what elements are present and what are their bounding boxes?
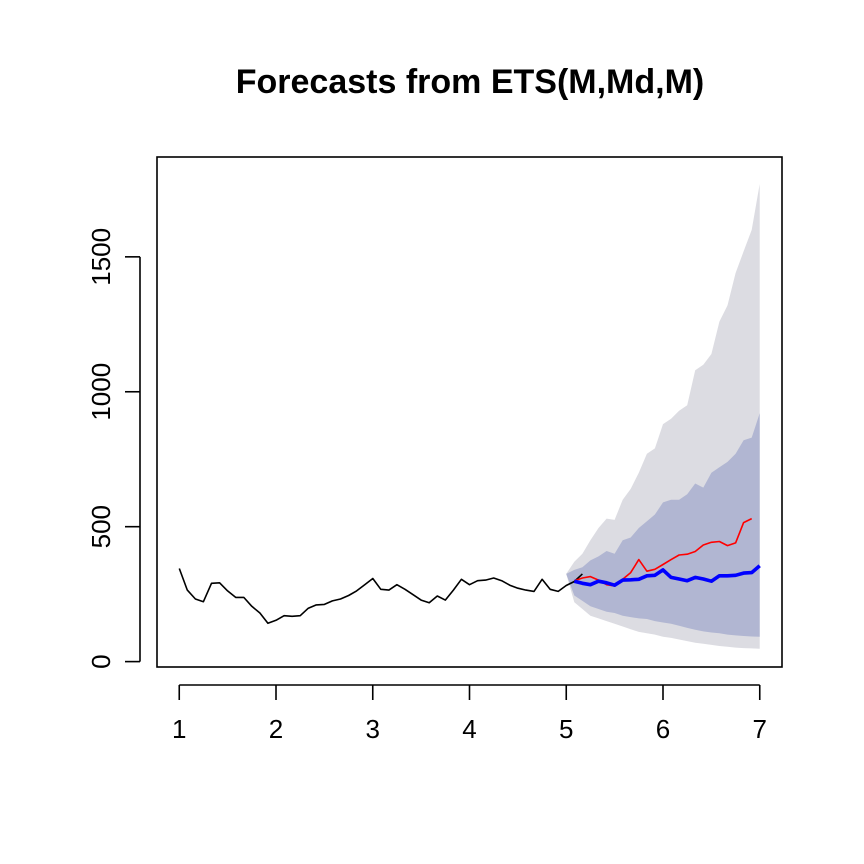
chart-title: Forecasts from ETS(M,Md,M) bbox=[236, 63, 704, 101]
observed-line bbox=[178, 568, 583, 625]
y-tick-label: 0 bbox=[86, 654, 116, 668]
x-tick-label: 1 bbox=[172, 714, 186, 744]
x-tick-label: 2 bbox=[269, 714, 283, 744]
y-tick-label: 1500 bbox=[86, 228, 116, 286]
x-tick-label: 5 bbox=[559, 714, 573, 744]
series-lines bbox=[178, 517, 761, 625]
y-tick-label: 500 bbox=[86, 505, 116, 548]
y-axis: 0 500 1000 1500 bbox=[86, 228, 141, 669]
x-tick-label: 6 bbox=[656, 714, 670, 744]
x-axis: 1 2 3 4 5 6 7 bbox=[172, 684, 767, 744]
x-tick-label: 4 bbox=[462, 714, 476, 744]
y-tick-label: 1000 bbox=[86, 363, 116, 421]
plot-frame bbox=[156, 156, 783, 668]
x-tick-label: 7 bbox=[753, 714, 767, 744]
forecast-line bbox=[573, 564, 761, 588]
x-tick-label: 3 bbox=[366, 714, 380, 744]
